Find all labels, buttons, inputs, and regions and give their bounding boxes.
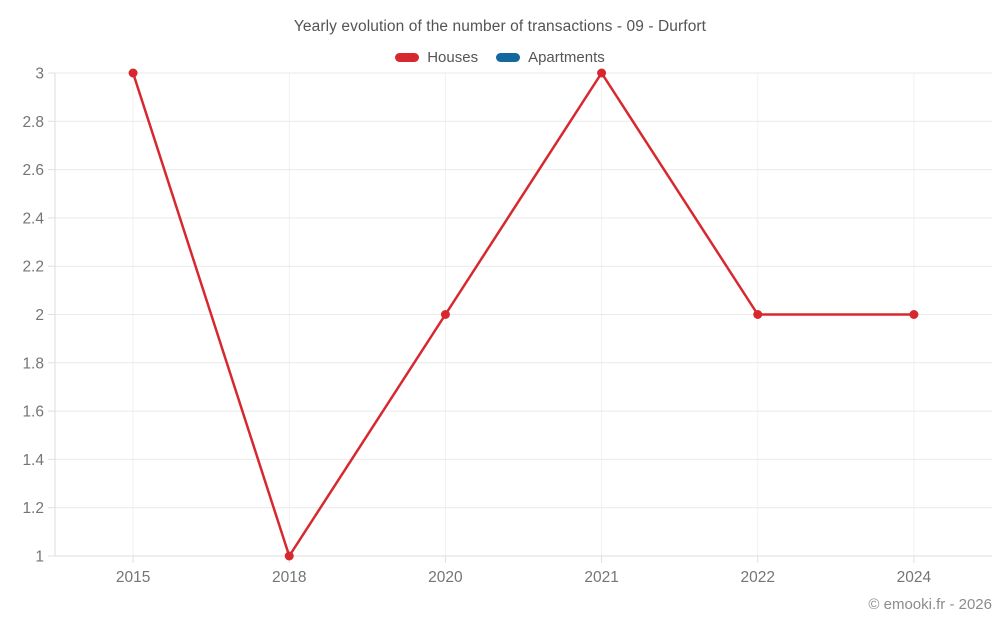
houses-series-line [131,71,916,558]
x-tick-label: 2018 [272,569,306,586]
legend: Houses Apartments [0,48,1000,66]
x-tick-label: 2024 [897,569,932,586]
y-tick-label: 2.4 [22,210,44,227]
y-tick-label: 1.4 [22,452,44,469]
chart-title: Yearly evolution of the number of transa… [293,18,707,35]
y-tick-label: 1 [35,549,44,566]
houses-data-point[interactable] [909,310,919,319]
legend-item-apartments[interactable]: Apartments [496,49,605,66]
y-tick-label: 3 [35,66,44,83]
apartments-swatch-icon [496,52,521,62]
legend-item-houses[interactable]: Houses [395,49,478,66]
houses-swatch-icon [395,52,420,62]
legend-label: Houses [427,48,479,66]
y-tick-label: 1.8 [22,355,44,372]
copyright-text: © emooki.fr - 2026 [868,596,992,613]
houses-data-point[interactable] [440,310,450,319]
houses-data-point[interactable] [284,551,294,561]
legend-label: Apartments [528,48,605,66]
y-tick-label: 2 [35,307,44,324]
y-tick-label: 1.2 [22,500,44,517]
x-tick-label: 2015 [116,569,150,586]
y-tick-label: 2.2 [22,259,44,276]
x-tick-label: 2020 [428,569,463,586]
y-tick-label: 2.8 [22,114,44,131]
y-tick-label: 2.6 [22,162,44,179]
houses-data-point[interactable] [753,310,763,319]
x-tick-label: 2022 [741,569,775,586]
houses-data-point[interactable] [597,68,607,78]
houses-data-point[interactable] [128,68,138,78]
y-tick-label: 1.6 [22,404,44,421]
x-tick-label: 2021 [584,569,618,586]
